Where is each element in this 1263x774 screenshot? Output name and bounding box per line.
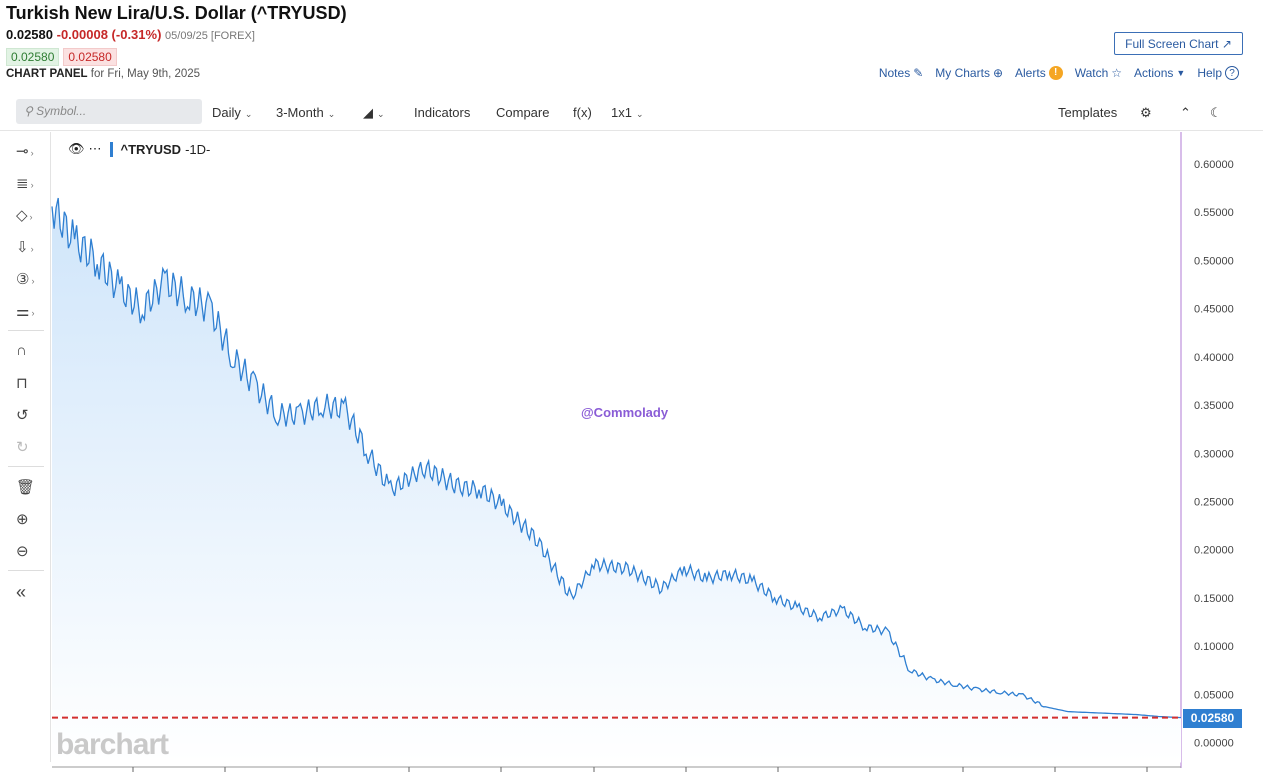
y-tick-label: 0.60000 [1194, 159, 1234, 171]
dark-mode-moon-icon[interactable]: ☾ [1210, 105, 1222, 120]
y-tick-label: 0.00000 [1194, 738, 1234, 750]
barchart-logo: barchart [56, 728, 169, 761]
watch-button[interactable]: Watch ☆ [1075, 66, 1122, 80]
unlock-icon[interactable]: ⊓ [16, 375, 28, 392]
y-tick-label: 0.20000 [1194, 545, 1234, 557]
watermark-text: @Commolady [581, 405, 669, 420]
divider [8, 466, 44, 467]
help-label: Help [1197, 66, 1222, 80]
page-title: Turkish New Lira/U.S. Dollar (^TRYUSD) [6, 3, 347, 23]
chevron-down-icon: ⌄ [635, 109, 644, 119]
alerts-label: Alerts [1015, 66, 1046, 80]
indicators-button[interactable]: Indicators [414, 105, 471, 120]
chart-panel-label: CHART PANEL for Fri, May 9th, 2025 [6, 68, 200, 80]
notes-label: Notes [878, 66, 911, 80]
y-tick-label: 0.55000 [1194, 207, 1234, 219]
layout-dropdown[interactable]: 1x1 ⌄ [611, 105, 644, 120]
my-charts-button[interactable]: My Charts ⊕ [935, 66, 1003, 80]
range-label: 3-Month [276, 105, 324, 120]
interval-dropdown[interactable]: Daily ⌄ [212, 105, 252, 120]
y-tick-label: 0.50000 [1194, 255, 1234, 267]
layout-label: 1x1 [611, 105, 632, 120]
chart-toolbar: ⚲ Symbol... Daily ⌄ 3-Month ⌄ ◢ ⌄ Indicator… [0, 94, 1263, 131]
panel-title: CHART PANEL [6, 68, 88, 80]
help-button[interactable]: Help? [1197, 66, 1239, 80]
y-tick-label: 0.45000 [1194, 304, 1234, 316]
collapse-chevron-icon[interactable]: ⌃ [1180, 105, 1191, 120]
measure-tool-icon[interactable]: ⚌ › [16, 303, 35, 320]
edit-icon: ✎ [913, 66, 924, 80]
plus-circle-icon: ⊕ [992, 66, 1004, 80]
settings-gear-icon[interactable]: ⚙ [1140, 105, 1152, 120]
caret-down-icon: ▼ [1176, 68, 1186, 78]
symbol-placeholder: Symbol... [36, 104, 87, 118]
fx-button[interactable]: f(x) [573, 105, 592, 120]
zoom-in-icon[interactable]: ⊕ [16, 511, 29, 528]
collapse-panel-icon[interactable]: « [16, 582, 27, 602]
quote-line: 0.02580 -0.00008 (-0.31%) 05/09/25 [FORE… [6, 27, 255, 42]
quote-date: 05/09/25 [FOREX] [165, 30, 255, 42]
bid-ask: 0.02580 0.02580 [6, 48, 117, 66]
price-line [51, 197, 1182, 719]
zoom-out-icon[interactable]: ⊖ [16, 543, 29, 560]
arrow-tool-icon[interactable]: ⇩ › [16, 239, 34, 256]
counter-tool-icon[interactable]: ③ › [16, 271, 35, 288]
notes-button[interactable]: Notes ✎ [879, 66, 923, 80]
line-tool-icon[interactable]: ⊸ › [16, 143, 34, 160]
y-tick-label: 0.40000 [1194, 352, 1234, 364]
actions-menu[interactable]: Actions ▼ [1134, 66, 1185, 80]
range-dropdown[interactable]: 3-Month ⌄ [276, 105, 335, 120]
full-screen-button[interactable]: Full Screen Chart ↗ [1114, 32, 1243, 55]
redo-icon[interactable]: ↻ [16, 439, 29, 456]
area-chart-icon: ◢ [363, 105, 373, 120]
chart-legend: 👁 ⋯ ^TRYUSD -1D- [68, 141, 210, 157]
y-tick-label: 0.05000 [1194, 689, 1234, 701]
compare-button[interactable]: Compare [496, 105, 550, 120]
y-tick-label: 0.25000 [1194, 496, 1234, 508]
ask-price: 0.02580 [63, 48, 117, 66]
panel-date: for Fri, May 9th, 2025 [90, 68, 201, 80]
alert-icon: ! [1048, 66, 1063, 80]
chart-type-dropdown[interactable]: ◢ ⌄ [363, 105, 385, 121]
undo-icon[interactable]: ↺ [16, 407, 29, 424]
chart-actions: Notes ✎ My Charts ⊕ Alerts! Watch ☆ Actions… [879, 66, 1239, 80]
last-price: 0.02580 [6, 27, 53, 42]
eye-icon[interactable]: 👁 [68, 141, 85, 156]
y-tick-label: 0.15000 [1194, 593, 1234, 605]
my-charts-label: My Charts [935, 66, 990, 80]
trash-icon[interactable]: 🗑 [16, 479, 36, 496]
interval-label: Daily [212, 105, 241, 120]
alerts-button[interactable]: Alerts! [1015, 66, 1063, 80]
chevron-down-icon: ⌄ [377, 109, 385, 119]
search-icon: ⚲ [24, 104, 33, 118]
symbol-search-input[interactable]: ⚲ Symbol... [16, 99, 202, 124]
chevron-down-icon: ⌄ [244, 109, 253, 119]
series-color-swatch [109, 141, 113, 157]
more-icon[interactable]: ⋯ [88, 141, 102, 156]
price-change: -0.00008 (-0.31%) [56, 27, 162, 42]
y-tick-label: 0.35000 [1194, 400, 1234, 412]
divider [8, 330, 44, 331]
legend-interval: -1D- [185, 141, 211, 157]
chevron-down-icon: ⌄ [327, 109, 336, 119]
watch-label: Watch [1074, 66, 1109, 80]
full-screen-label: Full Screen Chart [1125, 37, 1219, 51]
bid-price: 0.02580 [6, 48, 60, 66]
help-icon: ? [1225, 66, 1239, 80]
star-icon: ☆ [1111, 66, 1123, 80]
magnet-icon[interactable]: ∩ [16, 342, 27, 359]
y-tick-label: 0.10000 [1194, 641, 1234, 653]
price-area-fill [52, 198, 1181, 763]
legend-symbol: ^TRYUSD [120, 141, 182, 157]
divider [8, 570, 44, 571]
templates-button[interactable]: Templates [1058, 105, 1118, 120]
drawing-toolbar: ⊸ › ≣ › ◇ › ⇩ › ③ › ⚌ › ∩ ⊓ ↺ ↻ 🗑 ⊕ ⊖ « [0, 132, 51, 762]
last-price-tag: 0.02580 [1183, 709, 1242, 728]
actions-label: Actions [1134, 66, 1174, 80]
shape-tool-icon[interactable]: ◇ › [16, 207, 33, 224]
y-tick-label: 0.30000 [1194, 448, 1234, 460]
fib-tool-icon[interactable]: ≣ › [16, 175, 34, 192]
